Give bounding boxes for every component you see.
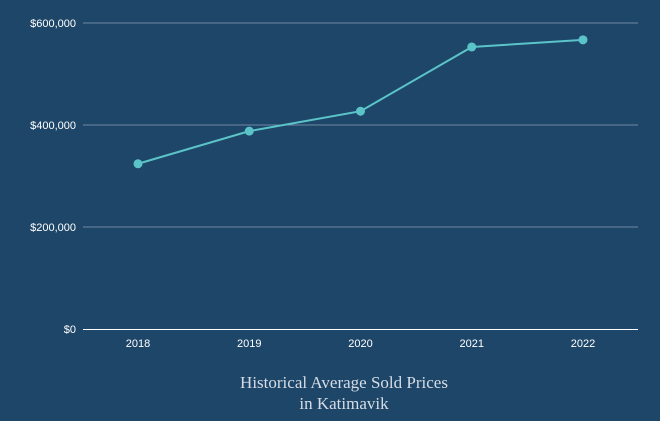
series-line xyxy=(137,38,584,165)
chart-title-line-1: Historical Average Sold Prices xyxy=(240,373,448,392)
data-point xyxy=(578,35,588,45)
chart-title: Historical Average Sold Prices in Katima… xyxy=(0,372,660,414)
x-tick-label: 2020 xyxy=(348,338,372,350)
data-point xyxy=(244,126,254,136)
y-tick-label: $200,000 xyxy=(30,222,76,234)
chart-title-line-2: in Katimavik xyxy=(299,394,389,413)
y-tick-label: $600,000 xyxy=(30,18,76,30)
x-tick-label: 2022 xyxy=(571,338,595,350)
data-point xyxy=(356,106,365,116)
x-tick-label: 2021 xyxy=(460,338,484,350)
data-point xyxy=(467,42,477,52)
data-point xyxy=(133,159,143,169)
x-tick-label: 2019 xyxy=(237,338,261,350)
y-tick-label: $400,000 xyxy=(30,120,76,132)
x-tick-label: 2018 xyxy=(126,338,150,350)
y-tick-label: $0 xyxy=(64,324,76,336)
